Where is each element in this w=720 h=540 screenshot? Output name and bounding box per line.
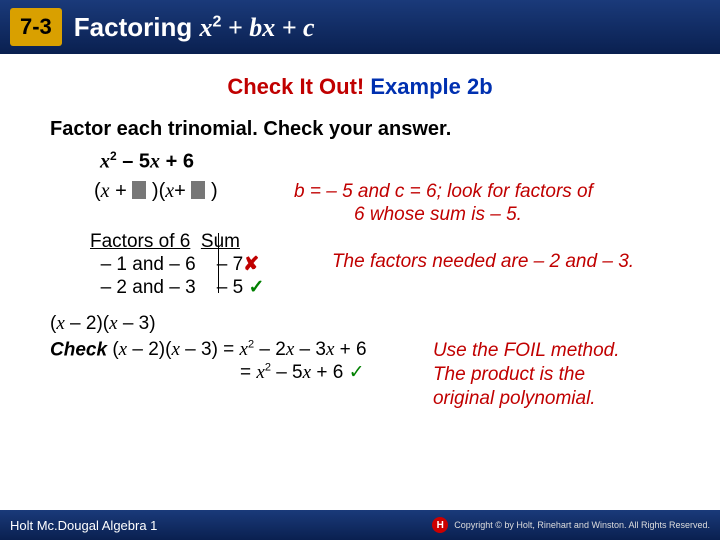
note3-line1: Use the FOIL method.: [433, 340, 620, 361]
row-blanks: (x + )(x+ ) b = – 5 and c = 6; look for …: [30, 180, 690, 228]
footer-textbook: Holt Mc.Dougal Algebra 1: [10, 518, 157, 533]
title-rest: + bx + c: [221, 13, 314, 42]
blank-box-2: [191, 181, 205, 199]
cross-icon: ✘: [243, 254, 259, 275]
factor-row-2: – 2 and – 3 – 5 ✓: [90, 277, 264, 298]
title-x: x: [199, 13, 212, 42]
hint-note-2: The factors needed are – 2 and – 3.: [332, 251, 690, 273]
expr-x: x: [100, 151, 110, 173]
hint-note-1: b = – 5 and c = 6; look for factors of 6…: [294, 180, 674, 228]
note1-line2: 6 whose sum is – 5.: [294, 204, 522, 225]
example-number: Example 2b: [364, 74, 492, 99]
note3-line3: original polynomial.: [433, 388, 596, 409]
check-it-out: Check It Out!: [227, 74, 364, 99]
check-icon: ✓: [248, 277, 264, 298]
row-factors: Factors of 6 Sum – 1 and – 6 – 7✘ – 2 an…: [30, 231, 690, 299]
trinomial-expression: x2 – 5x + 6: [100, 149, 690, 174]
check-eq1: (x – 2)(x – 3) = x2 – 2x – 3x + 6: [112, 339, 366, 360]
check-eq2: = x2 – 5x + 6 ✓: [50, 362, 365, 383]
check-work: Check (x – 2)(x – 3) = x2 – 2x – 3x + 6 …: [50, 339, 433, 384]
footer-copyright: H Copyright © by Holt, Rinehart and Wins…: [432, 517, 710, 533]
instruction-text: Factor each trinomial. Check your answer…: [30, 118, 690, 141]
lower-block: (x – 2)(x – 3) Check (x – 2)(x – 3) = x2…: [30, 313, 690, 410]
copyright-text: Copyright © by Holt, Rinehart and Winsto…: [454, 520, 710, 530]
check-icon-2: ✓: [349, 362, 365, 383]
check-row: Check (x – 2)(x – 3) = x2 – 2x – 3x + 6 …: [50, 339, 670, 410]
factor-template: (x + )(x+ ): [94, 180, 294, 203]
title-pre: Factoring: [74, 12, 200, 42]
hint-note-3: Use the FOIL method. The product is the …: [433, 339, 670, 410]
factored-result: (x – 2)(x – 3): [50, 313, 670, 335]
expr-rest: – 5x + 6: [117, 151, 194, 173]
factor-row-1: – 1 and – 6 – 7✘: [90, 254, 259, 275]
factors-header-1: Factors of 6: [90, 231, 190, 252]
lesson-badge: 7-3: [10, 8, 62, 46]
note1-line1: b = – 5 and c = 6; look for factors of: [294, 181, 593, 202]
lesson-header: 7-3 Factoring x2 + bx + c: [0, 0, 720, 54]
factors-header-2: Sum: [201, 231, 240, 252]
table-divider: [218, 233, 219, 293]
note3-line2: The product is the: [433, 364, 585, 385]
check-label: Check: [50, 339, 107, 360]
factors-table: Factors of 6 Sum – 1 and – 6 – 7✘ – 2 an…: [90, 231, 332, 299]
example-title: Check It Out! Example 2b: [30, 74, 690, 100]
slide-footer: Holt Mc.Dougal Algebra 1 H Copyright © b…: [0, 510, 720, 540]
expr-sup: 2: [110, 149, 117, 163]
slide-content: Check It Out! Example 2b Factor each tri…: [0, 54, 720, 410]
blank-box-1: [132, 181, 146, 199]
publisher-logo-icon: H: [432, 517, 448, 533]
lesson-title: Factoring x2 + bx + c: [74, 12, 315, 43]
